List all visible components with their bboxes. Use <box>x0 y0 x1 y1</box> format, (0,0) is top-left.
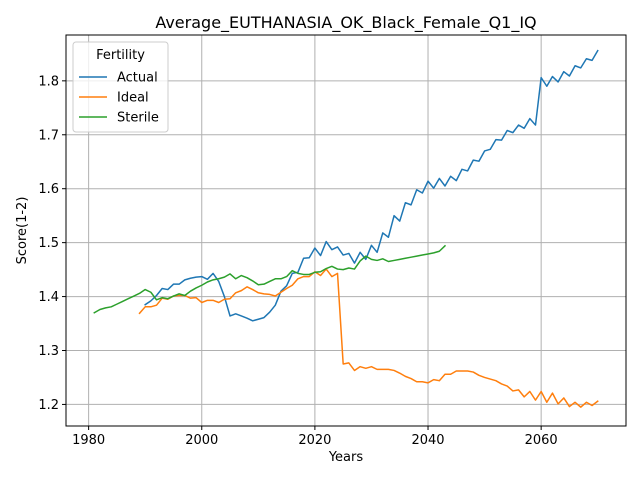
x-tick-label: 2020 <box>298 433 331 448</box>
series-line-sterile <box>93 244 447 314</box>
legend-label-sterile: Sterile <box>117 111 159 126</box>
y-axis-label: Score(1-2) <box>15 197 30 265</box>
x-tick-label: 2000 <box>185 433 218 448</box>
y-axis-ticks: 1.2 1.3 1.4 1.5 1.6 1.7 1.8 <box>38 74 66 413</box>
chart-title: Average_EUTHANASIA_OK_Black_Female_Q1_IQ <box>155 13 536 33</box>
series-layer <box>93 49 599 408</box>
series-line-ideal <box>138 268 599 408</box>
series-line-actual <box>144 49 599 322</box>
legend-label-actual: Actual <box>117 71 158 86</box>
y-tick-label: 1.7 <box>38 128 59 143</box>
y-tick-label: 1.3 <box>38 344 59 359</box>
legend-items: Actual Ideal Sterile <box>79 71 159 126</box>
legend-label-ideal: Ideal <box>117 91 149 106</box>
y-tick-label: 1.6 <box>38 182 59 197</box>
legend-box <box>72 41 169 133</box>
x-axis-ticks: 1980 2000 2020 2040 2060 <box>72 426 558 448</box>
y-tick-label: 1.5 <box>38 236 59 251</box>
y-tick-label: 1.2 <box>38 398 59 413</box>
grid <box>66 35 626 426</box>
x-axis-label: Years <box>328 450 364 465</box>
x-tick-label: 2060 <box>525 433 558 448</box>
y-tick-label: 1.8 <box>38 74 59 89</box>
legend-title: Fertility <box>96 48 145 63</box>
legend: Fertility Actual Ideal Sterile <box>72 41 169 133</box>
y-tick-label: 1.4 <box>38 290 59 305</box>
plot-frame <box>65 34 627 427</box>
x-tick-label: 1980 <box>72 433 105 448</box>
x-tick-label: 2040 <box>411 433 444 448</box>
